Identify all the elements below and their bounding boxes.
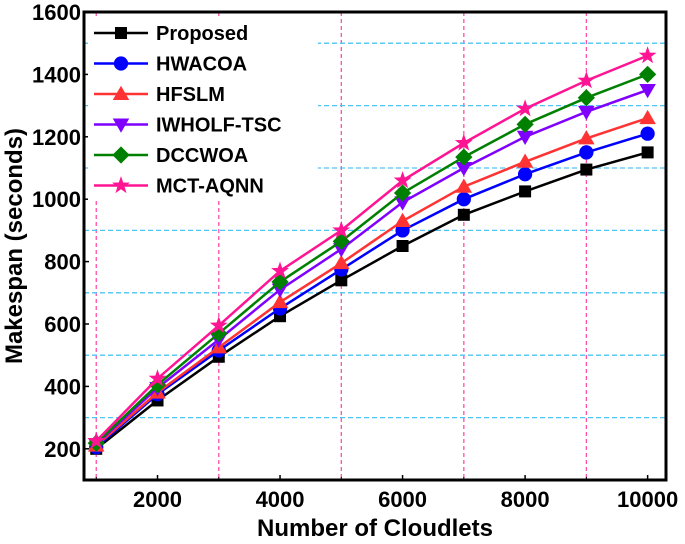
diamond-marker-icon bbox=[393, 184, 412, 202]
y-axis-title: Makespan (seconds) bbox=[1, 128, 28, 364]
diamond-marker-icon bbox=[638, 65, 657, 84]
x-tick-label: 4000 bbox=[256, 487, 305, 512]
triangle-up-marker-icon bbox=[333, 254, 350, 270]
star-marker-icon bbox=[209, 316, 228, 334]
triangle-down-marker-icon bbox=[394, 196, 411, 211]
triangle-up-marker-icon bbox=[455, 178, 473, 193]
legend-label: HFSLM bbox=[156, 84, 225, 106]
triangle-up-marker-icon bbox=[578, 130, 595, 145]
legend-label: Proposed bbox=[156, 23, 248, 45]
circle-marker-icon bbox=[579, 145, 594, 160]
star-marker-icon bbox=[393, 171, 412, 189]
triangle-down-marker-icon bbox=[639, 84, 656, 99]
diamond-marker-icon bbox=[112, 146, 130, 164]
y-tick-label: 800 bbox=[44, 250, 81, 275]
legend-item-hwacoa: HWACOA bbox=[94, 54, 247, 76]
square-marker-icon bbox=[580, 163, 593, 176]
star-marker-icon bbox=[112, 176, 130, 194]
star-marker-icon bbox=[454, 133, 473, 151]
series-line bbox=[95, 151, 648, 450]
circle-marker-icon bbox=[113, 56, 129, 71]
legend-label: HWACOA bbox=[156, 54, 247, 76]
square-marker-icon bbox=[641, 146, 654, 159]
square-marker-icon bbox=[335, 274, 348, 287]
star-marker-icon bbox=[516, 99, 534, 117]
circle-marker-icon bbox=[640, 126, 655, 141]
triangle-up-marker-icon bbox=[394, 212, 411, 228]
legend-item-hfslm: HFSLM bbox=[94, 84, 225, 106]
star-marker-icon bbox=[87, 431, 106, 449]
legend-background bbox=[88, 16, 318, 200]
legend-label: DCCWOA bbox=[156, 145, 248, 167]
series-line bbox=[95, 88, 649, 446]
x-tick-label: 10000 bbox=[617, 487, 678, 512]
y-tick-label: 400 bbox=[44, 374, 81, 399]
series-line bbox=[95, 132, 648, 449]
triangle-down-marker-icon bbox=[578, 105, 595, 121]
legend-label: MCT-AQNN bbox=[156, 176, 264, 198]
triangle-down-marker-icon bbox=[112, 118, 130, 133]
star-marker-icon bbox=[271, 261, 289, 279]
data-series bbox=[87, 46, 657, 455]
star-marker-icon bbox=[638, 46, 657, 64]
star-marker-icon bbox=[148, 369, 167, 387]
triangle-up-marker-icon bbox=[271, 293, 289, 309]
star-marker-icon bbox=[577, 71, 596, 89]
square-marker-icon bbox=[115, 27, 127, 39]
diamond-marker-icon bbox=[516, 115, 534, 133]
star-marker-icon bbox=[332, 221, 351, 238]
legend: Proposed HWACOA HFSLM IWHOLF-TSC DCCWOA MCT-A… bbox=[88, 16, 318, 200]
triangle-down-marker-icon bbox=[455, 162, 473, 177]
plot-frame bbox=[82, 10, 668, 482]
circle-marker-icon bbox=[517, 167, 533, 182]
series-mct-aqnn bbox=[87, 46, 657, 449]
x-tick-label: 8000 bbox=[501, 487, 550, 512]
circle-marker-icon bbox=[456, 192, 471, 207]
diamond-marker-icon bbox=[455, 148, 473, 166]
triangle-up-marker-icon bbox=[639, 109, 656, 125]
triangle-down-marker-icon bbox=[516, 130, 534, 146]
x-tick-label: 6000 bbox=[378, 487, 427, 512]
legend-item-iwholf-tsc: IWHOLF-TSC bbox=[94, 115, 282, 137]
x-axis-title: Number of Cloudlets bbox=[257, 515, 493, 542]
legend-label: IWHOLF-TSC bbox=[156, 115, 282, 137]
legend-item-mct-aqnn: MCT-AQNN bbox=[94, 176, 264, 198]
y-tick-label: 1200 bbox=[32, 125, 81, 150]
triangle-down-marker-icon bbox=[271, 283, 289, 298]
series-line bbox=[95, 116, 648, 447]
legend-item-proposed: Proposed bbox=[94, 23, 248, 45]
triangle-up-marker-icon bbox=[516, 153, 534, 168]
y-tick-label: 200 bbox=[44, 437, 81, 462]
legend-item-dccwoa: DCCWOA bbox=[94, 145, 248, 167]
square-marker-icon bbox=[396, 240, 409, 252]
square-marker-icon bbox=[457, 208, 470, 221]
y-tick-label: 600 bbox=[44, 312, 81, 337]
y-tick-label: 1000 bbox=[32, 187, 81, 212]
y-tick-label: 1600 bbox=[32, 0, 81, 25]
series-line bbox=[95, 73, 649, 445]
x-tick-label: 2000 bbox=[133, 487, 182, 512]
y-tick-label: 1400 bbox=[32, 62, 81, 87]
triangle-down-marker-icon bbox=[333, 243, 350, 258]
axis-ticks: 2000 4000 6000 8000 10000 200 400 600 800 1000 120… bbox=[32, 0, 678, 512]
diamond-marker-icon bbox=[577, 89, 595, 107]
triangle-up-marker-icon bbox=[112, 85, 130, 100]
square-marker-icon bbox=[519, 185, 532, 198]
diamond-marker-icon bbox=[148, 376, 167, 394]
series-line bbox=[95, 54, 649, 442]
